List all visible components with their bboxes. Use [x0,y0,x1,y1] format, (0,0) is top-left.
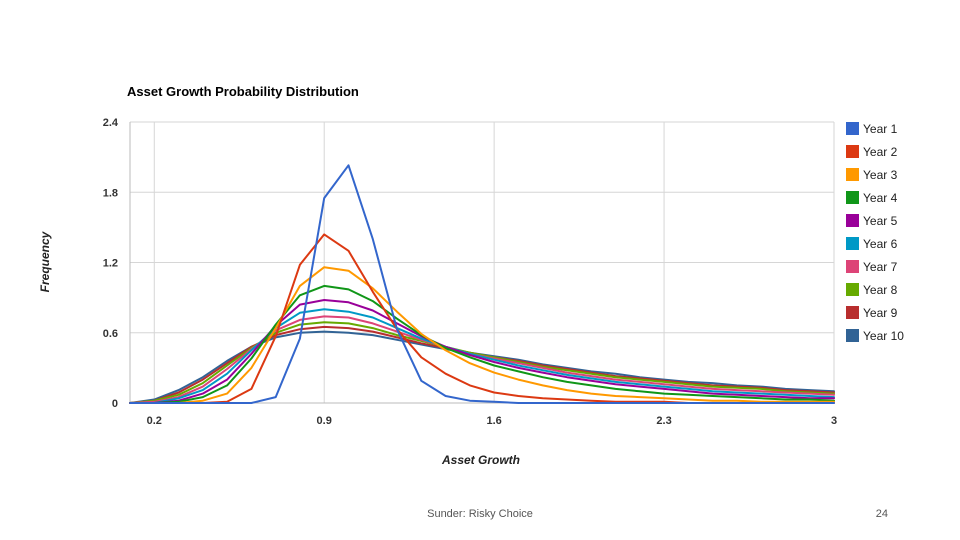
legend-swatch [846,329,859,342]
y-axis-title: Frequency [38,230,52,292]
legend-label: Year 8 [863,283,898,297]
series-line-year-4 [129,284,835,404]
legend-item-year-6: Year 6 [846,237,898,251]
legend-label: Year 10 [863,329,904,343]
legend-label: Year 4 [863,191,898,205]
legend-label: Year 9 [863,306,898,320]
legend-label: Year 3 [863,168,898,182]
x-tick-label: 1.6 [486,415,501,427]
y-tick-label: 2.4 [103,117,119,129]
chart-title: Asset Growth Probability Distribution [127,84,359,99]
y-tick-labels: 0 0.6 1.2 1.8 2.4 [103,117,119,410]
legend-swatch [846,168,859,181]
series-line-year-1 [129,164,835,404]
series-lines [129,164,835,404]
legend-swatch [846,306,859,319]
legend: Year 1 Year 2 Year 3 Year 4 Year 5 Year 6 Year… [846,122,904,343]
y-tick-label: 0 [112,398,118,410]
x-tick-label: 0.9 [317,415,332,427]
y-tick-label: 1.2 [103,258,118,270]
legend-label: Year 2 [863,145,898,159]
legend-item-year-1: Year 1 [846,122,898,136]
legend-item-year-9: Year 9 [846,306,898,320]
legend-swatch [846,214,859,227]
series-line-year-5 [129,299,835,404]
legend-swatch [846,237,859,250]
legend-swatch [846,122,859,135]
legend-label: Year 7 [863,260,898,274]
x-tick-labels: 0.2 0.9 1.6 2.3 3 [147,415,837,427]
footer-text: Sunder: Risky Choice [427,508,533,520]
x-tick-label: 0.2 [147,415,162,427]
legend-item-year-4: Year 4 [846,191,898,205]
legend-item-year-5: Year 5 [846,214,898,228]
page-number: 24 [875,508,888,520]
x-tick-label: 3 [831,415,837,427]
legend-swatch [846,191,859,204]
legend-label: Year 5 [863,214,898,228]
series-line-year-2 [129,233,835,404]
x-axis-title: Asset Growth [441,453,520,467]
series-line-year-3 [129,266,835,404]
y-tick-label: 0.6 [103,328,118,340]
series-line-year-8 [129,321,835,404]
legend-label: Year 1 [863,122,898,136]
legend-item-year-3: Year 3 [846,168,898,182]
legend-item-year-8: Year 8 [846,283,898,297]
legend-swatch [846,260,859,273]
series-line-year-6 [129,308,835,404]
legend-swatch [846,145,859,158]
legend-item-year-2: Year 2 [846,145,898,159]
legend-swatch [846,283,859,296]
legend-item-year-10: Year 10 [846,329,904,343]
y-tick-label: 1.8 [103,187,118,199]
legend-label: Year 6 [863,237,898,251]
legend-item-year-7: Year 7 [846,260,898,274]
x-tick-label: 2.3 [656,415,671,427]
